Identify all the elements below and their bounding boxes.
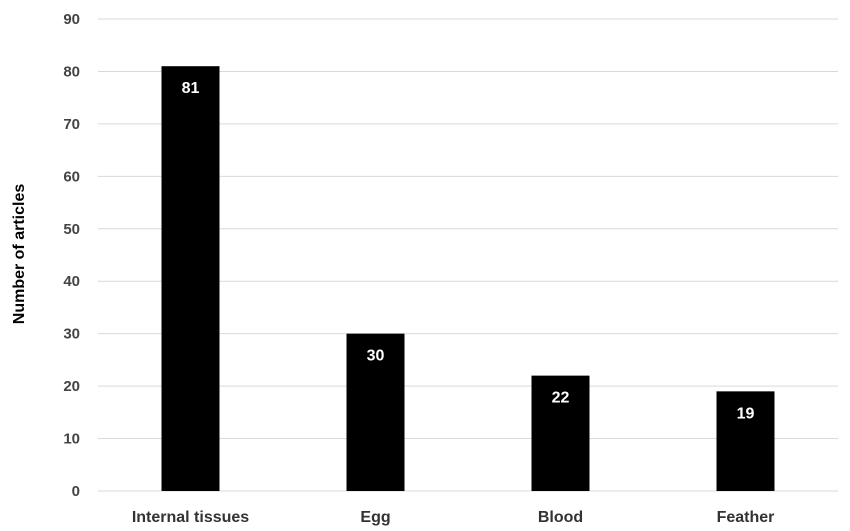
data-label-blood: 22	[552, 390, 570, 407]
data-labels: 81 30 22 19	[182, 80, 755, 422]
y-axis-title: Number of articles	[11, 184, 28, 325]
bar-blood	[531, 375, 590, 491]
bar-internal-tissues	[161, 66, 220, 491]
y-axis-ticks: 0 10 20 30 40 50 60 70 80 90	[63, 11, 80, 500]
data-label-egg: 30	[367, 348, 385, 365]
y-tick-label-40: 40	[63, 273, 80, 290]
y-tick-label-10: 10	[63, 431, 80, 448]
y-tick-label-20: 20	[63, 378, 80, 395]
gridlines	[98, 18, 838, 492]
y-tick-label-30: 30	[63, 326, 80, 343]
y-tick-label-80: 80	[63, 63, 80, 80]
y-tick-label-50: 50	[63, 221, 80, 238]
data-label-internal-tissues: 81	[182, 80, 200, 97]
bar-egg	[346, 333, 405, 491]
x-category-label-blood: Blood	[538, 509, 583, 526]
bars	[161, 66, 775, 491]
y-tick-label-0: 0	[72, 483, 80, 500]
y-tick-label-60: 60	[63, 168, 80, 185]
x-axis-categories: Internal tissues Egg Blood Feather	[132, 509, 775, 526]
x-category-label-feather: Feather	[717, 509, 775, 526]
data-label-feather: 19	[737, 405, 755, 422]
bar-feather	[716, 391, 775, 491]
y-tick-label-90: 90	[63, 11, 80, 28]
x-category-label-internal-tissues: Internal tissues	[132, 509, 249, 526]
x-category-label-egg: Egg	[360, 509, 390, 526]
y-tick-label-70: 70	[63, 116, 80, 133]
